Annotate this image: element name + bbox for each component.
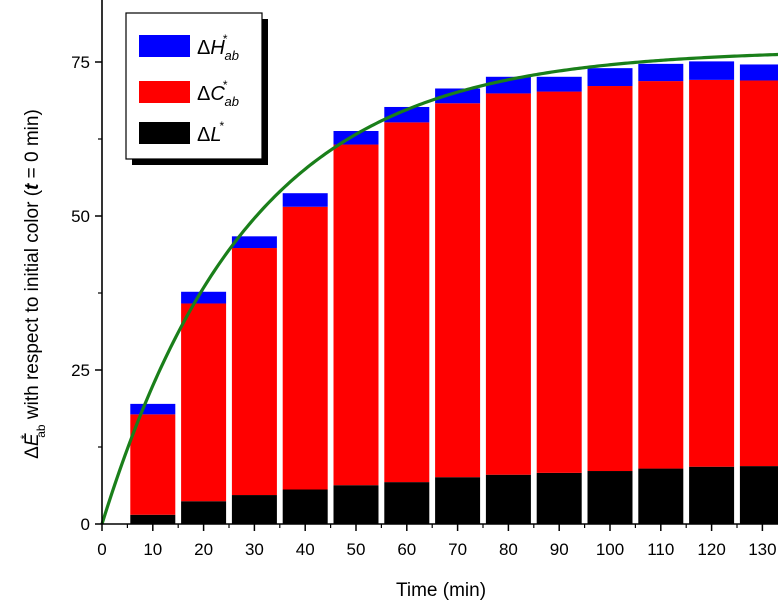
legend-superscript-dH: * (223, 32, 228, 46)
x-tick-label-0: 0 (97, 540, 106, 559)
bar-dC-30 (231, 248, 277, 496)
bar-dL-30 (231, 495, 277, 524)
legend-label-dC: ΔC* ab (197, 78, 239, 109)
y-axis-title-symbol: E (22, 433, 43, 446)
legend-symbol-dL: L (210, 124, 221, 146)
bar-dL-70 (435, 477, 481, 524)
x-tick-label-20: 20 (194, 540, 213, 559)
bar-dL-50 (333, 485, 379, 524)
y-axis-title-prefix: Δ (22, 446, 43, 459)
legend-prefix-dH: Δ (197, 37, 210, 59)
x-tick-label-50: 50 (347, 540, 366, 559)
bar-dH-40 (282, 193, 328, 207)
y-axis-title-subscript: ab (34, 424, 48, 438)
bar-dH-110 (638, 63, 684, 82)
bar-dC-110 (638, 81, 684, 469)
legend-swatch-dL (139, 122, 190, 144)
fit-curve-line (100, 52, 778, 525)
y-tick-label-25: 25 (71, 361, 90, 380)
bar-dH-20 (181, 291, 227, 304)
bar-dH-90 (536, 76, 582, 92)
x-tick-label-70: 70 (448, 540, 467, 559)
x-axis-title: Time (min) (396, 580, 486, 601)
bar-dL-60 (384, 482, 430, 524)
legend-symbol-dH: H (210, 37, 225, 59)
bar-dL-90 (536, 472, 582, 524)
x-tick-label-90: 90 (550, 540, 569, 559)
bar-dC-50 (333, 144, 379, 486)
bar-dC-100 (587, 86, 633, 472)
bar-dH-130 (739, 64, 778, 81)
fit-curve-layer (100, 52, 778, 525)
bar-dC-80 (485, 93, 531, 475)
bar-dC-10 (130, 414, 176, 515)
x-tick-label-100: 100 (596, 540, 624, 559)
bar-dC-120 (689, 79, 735, 467)
legend-swatch-dC (139, 81, 190, 103)
bar-dL-20 (181, 501, 227, 524)
legend-superscript-dL: * (219, 119, 224, 133)
x-tick-label-60: 60 (397, 540, 416, 559)
legend-symbol-dC: C (210, 83, 225, 105)
bar-dL-10 (130, 514, 176, 524)
bar-dC-70 (435, 103, 481, 478)
bar-dC-90 (536, 91, 582, 473)
bar-layer (130, 61, 778, 524)
bar-dC-130 (739, 80, 778, 467)
bar-dH-120 (689, 61, 735, 80)
y-axis-title-superscript: * (18, 434, 32, 439)
legend-label-dL: ΔL* (197, 119, 224, 146)
bar-dL-100 (587, 471, 633, 524)
y-tick-label-0: 0 (81, 515, 90, 534)
x-tick-label-130: 130 (748, 540, 776, 559)
x-tick-label-120: 120 (697, 540, 725, 559)
legend-subscript-dC: ab (224, 94, 238, 109)
bar-dL-80 (485, 474, 531, 524)
axes-layer: 0 10 20 30 40 50 60 70 80 90 100 110 120 130 0 25 50 75 (71, 0, 778, 559)
bar-dH-100 (587, 68, 633, 87)
bar-dH-60 (384, 106, 430, 123)
bar-dH-70 (435, 88, 481, 104)
y-axis-title: ΔE* ab with respect to initial color (t =… (18, 109, 48, 459)
bar-dC-60 (384, 122, 430, 483)
x-tick-label-40: 40 (296, 540, 315, 559)
y-axis-title-text: with respect to initial color ( (22, 189, 43, 424)
legend-subscript-dH: ab (224, 48, 238, 63)
legend-label-dH: ΔH* ab (197, 32, 239, 63)
bar-dL-40 (282, 489, 328, 524)
x-tick-label-80: 80 (499, 540, 518, 559)
y-axis-title-t: t (22, 183, 43, 190)
y-axis-title-suffix: = 0 min) (22, 109, 43, 183)
bar-dL-120 (689, 466, 735, 524)
y-tick-label-50: 50 (71, 207, 90, 226)
legend-prefix-dL: Δ (197, 124, 210, 146)
legend-swatch-dH (139, 35, 190, 57)
x-tick-label-30: 30 (245, 540, 264, 559)
legend-prefix-dC: Δ (197, 83, 210, 105)
bar-dL-110 (638, 468, 684, 524)
bar-dC-20 (181, 303, 227, 502)
bar-dH-10 (130, 403, 176, 415)
x-tick-label-110: 110 (647, 540, 674, 559)
bar-dC-40 (282, 206, 328, 490)
y-tick-label-75: 75 (71, 53, 90, 72)
legend-superscript-dC: * (223, 78, 228, 92)
bar-dL-130 (739, 466, 778, 524)
bar-dH-30 (231, 236, 277, 249)
x-tick-label-10: 10 (143, 540, 162, 559)
